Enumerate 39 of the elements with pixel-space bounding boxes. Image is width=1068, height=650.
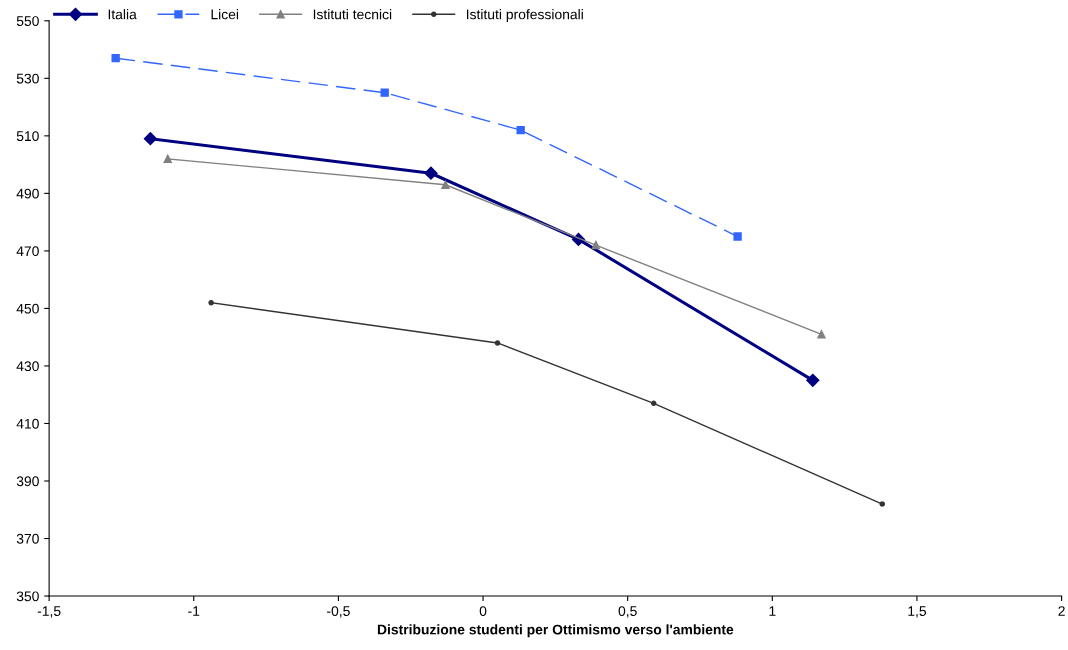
y-tick-label: 530 (16, 73, 39, 84)
x-tick-label: -1,5 (37, 606, 61, 618)
x-tick-label: -0,5 (327, 606, 350, 618)
point (208, 299, 214, 306)
point (591, 240, 601, 250)
point (380, 88, 389, 97)
legend-label: Licei (211, 9, 239, 20)
point (516, 125, 525, 135)
y-tick-label: 490 (16, 188, 39, 199)
point (879, 501, 886, 507)
legend-label: Istituti tecnici (313, 9, 392, 20)
x-tick-label: -1 (188, 606, 200, 616)
point (143, 132, 157, 146)
point (424, 166, 438, 180)
y-tick-label: 410 (16, 418, 39, 429)
y-tick-label: 390 (16, 476, 39, 487)
y-tick-label: 550 (16, 16, 39, 26)
point (441, 180, 450, 189)
x-tick-label: 0 (479, 606, 487, 616)
x-tick-label: 2 (1058, 606, 1065, 616)
y-tick-label: 450 (16, 303, 39, 314)
y-tick-label: 350 (16, 591, 39, 602)
y-tick-label: 510 (16, 131, 39, 142)
point (494, 340, 501, 346)
x-tick-label: 0,5 (618, 606, 637, 618)
point (806, 373, 820, 387)
legend-label: Istituti professionali (466, 9, 583, 23)
point (111, 54, 120, 63)
point (733, 232, 742, 241)
point (650, 400, 657, 407)
y-tick-label: 370 (16, 533, 39, 544)
point (817, 330, 826, 339)
y-tick-label: 430 (16, 361, 39, 372)
point (163, 154, 172, 164)
x-axis-title: Distribuzione studenti per Ottimismo verso l'ambiente (377, 624, 734, 638)
x-tick-label: 1,5 (908, 606, 927, 618)
x-tick-label: 1 (769, 606, 776, 616)
legend-label: Italia (108, 9, 137, 20)
y-tick-label: 470 (16, 246, 39, 257)
